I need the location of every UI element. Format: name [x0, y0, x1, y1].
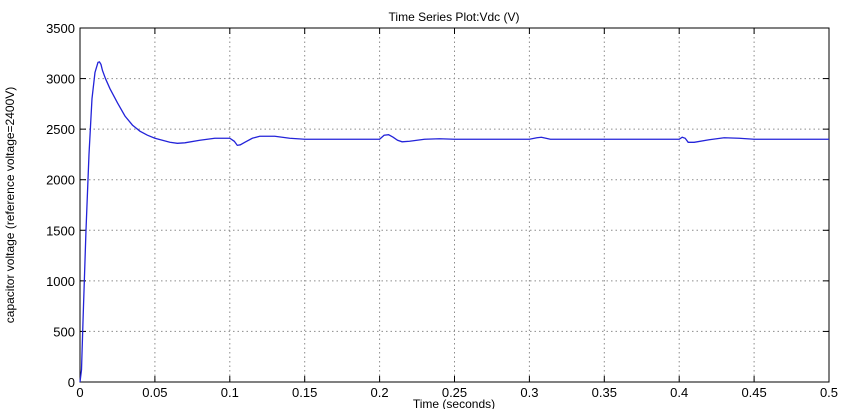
x-tick-label: 0.4: [670, 385, 688, 400]
x-tick-label: 0.3: [520, 385, 538, 400]
chart-title: Time Series Plot:Vdc (V): [389, 10, 520, 24]
x-tick-label: 0.2: [371, 385, 389, 400]
y-tick-label: 3500: [46, 21, 75, 36]
grid: [80, 28, 829, 382]
y-axis-label: capacitor voltage (reference voltage=240…: [3, 87, 17, 323]
y-tick-label: 1000: [46, 274, 75, 289]
x-tick-label: 0.25: [442, 385, 467, 400]
y-tick-label: 2500: [46, 122, 75, 137]
x-tick-label: 0.35: [592, 385, 617, 400]
vdc-series-line: [79, 61, 829, 383]
x-axis-label: Time (seconds): [413, 397, 495, 409]
y-tick-label: 0: [68, 375, 75, 390]
y-tick-label: 1500: [46, 223, 75, 238]
x-tick-label: 0: [76, 385, 83, 400]
x-tick-labels: 0 0.05 0.1 0.15 0.2 0.25 0.3 0.35 0.4 0.45 0.5: [76, 385, 838, 400]
y-tick-label: 500: [53, 324, 75, 339]
x-tick-label: 0.45: [741, 385, 766, 400]
x-tick-label: 0.15: [292, 385, 317, 400]
y-tick-label: 2000: [46, 173, 75, 188]
y-tick-labels: 0 500 1000 1500 2000 2500 3000 3500: [46, 21, 75, 390]
ticks: [79, 27, 830, 383]
x-tick-label: 0.05: [142, 385, 167, 400]
y-tick-label: 3000: [46, 72, 75, 87]
x-tick-label: 0.1: [221, 385, 239, 400]
x-tick-label: 0.5: [820, 385, 838, 400]
